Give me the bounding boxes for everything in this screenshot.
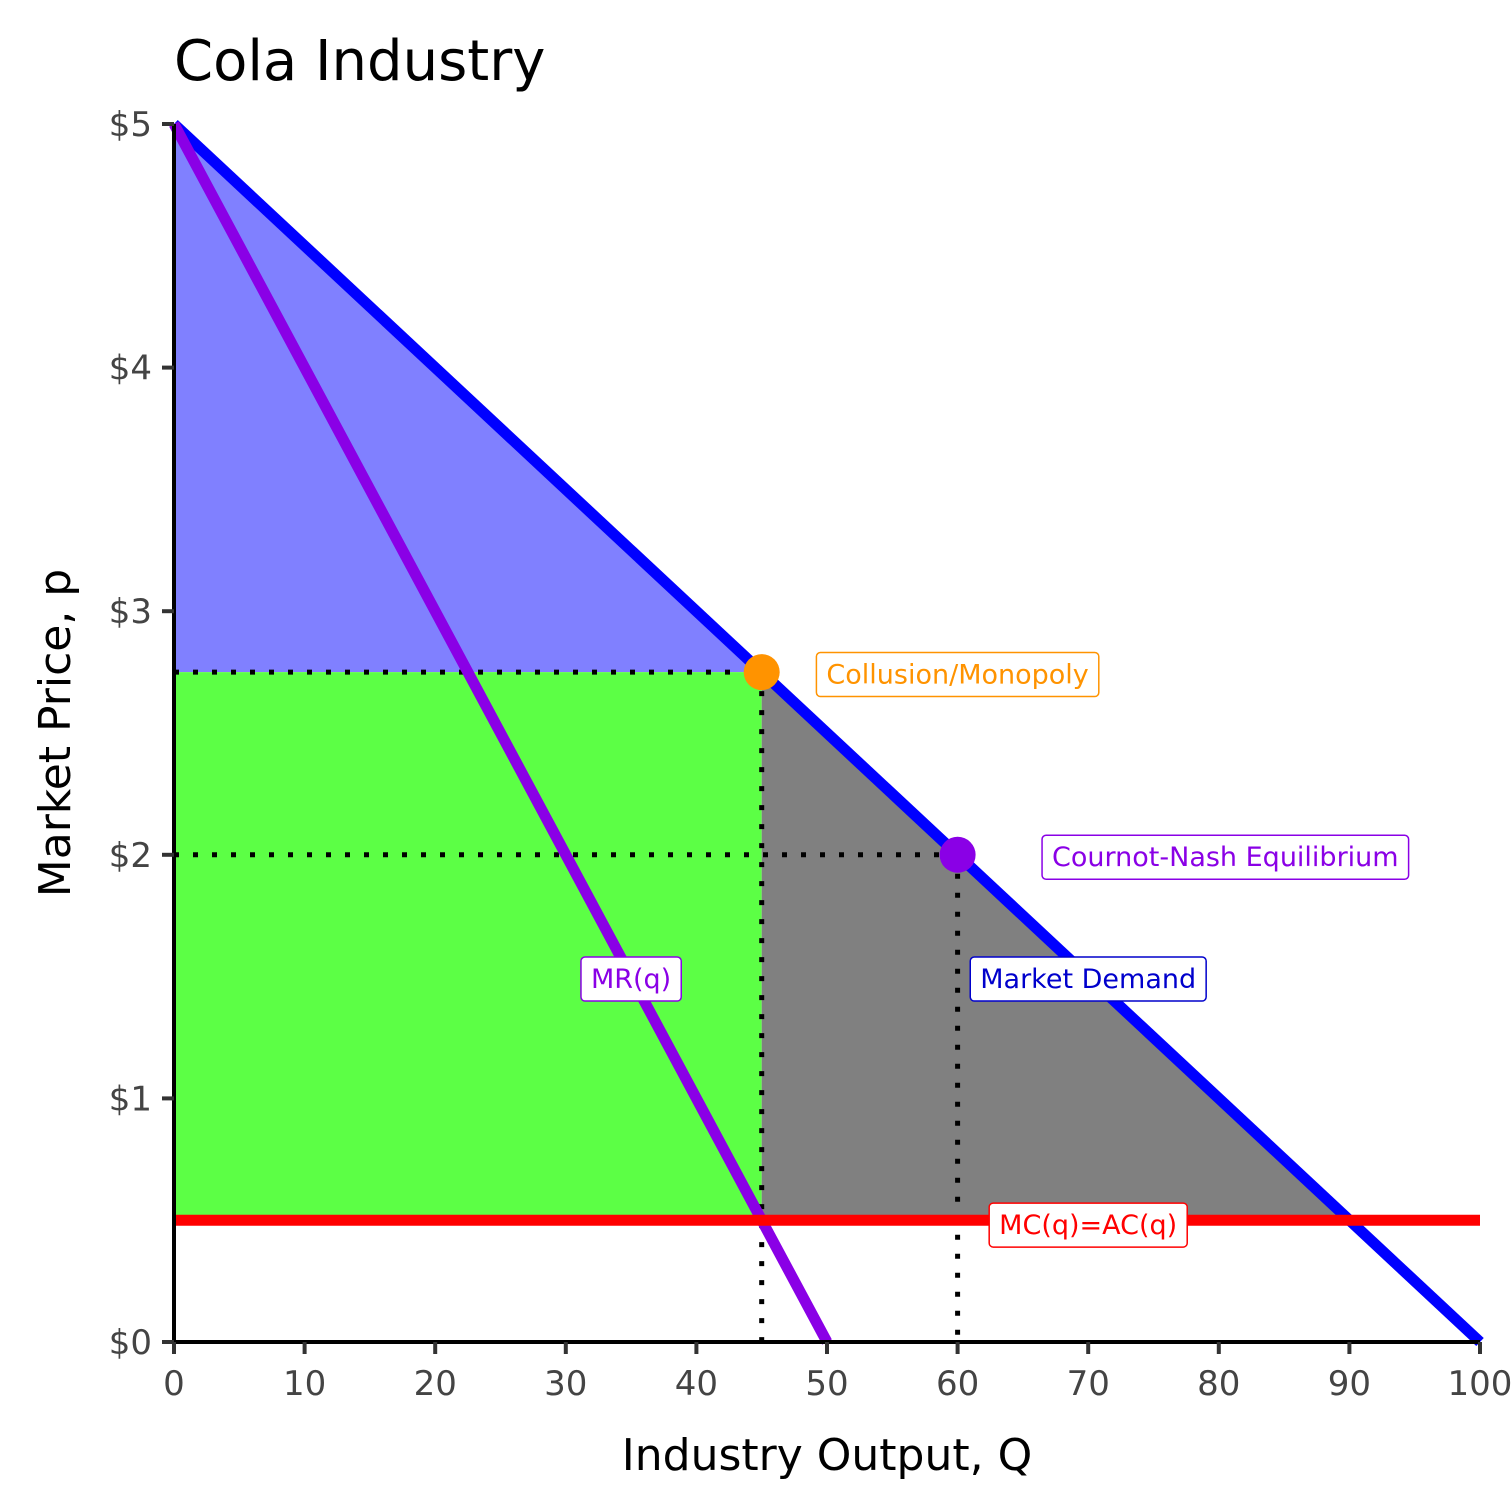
- annotation-label: Collusion/Monopoly: [815, 651, 1100, 698]
- x-tick-label: 20: [414, 1364, 457, 1404]
- x-tick-label: 0: [163, 1364, 185, 1404]
- x-tick-label: 90: [1328, 1364, 1371, 1404]
- equilibrium-points: [743, 654, 976, 873]
- x-tick-label: 100: [1448, 1364, 1512, 1404]
- annotation-label: MR(q): [580, 956, 682, 1002]
- annotation-label: MC(q)=AC(q): [988, 1202, 1188, 1248]
- demand-line: [170, 119, 1484, 1347]
- annotation-text: MC(q)=AC(q): [999, 1210, 1177, 1241]
- annotation-text: Cournot-Nash Equilibrium: [1052, 842, 1399, 873]
- mr-line: [169, 121, 832, 1345]
- collusion-point: [743, 654, 780, 691]
- annotation-label: Cournot-Nash Equilibrium: [1041, 834, 1410, 880]
- annotation-text: Market Demand: [980, 964, 1196, 995]
- x-tick-label: 40: [675, 1364, 718, 1404]
- series-lines: [169, 119, 1484, 1347]
- x-tick-label: 50: [805, 1364, 848, 1404]
- x-tick-label: 60: [936, 1364, 979, 1404]
- cournot-nash-point: [939, 836, 976, 873]
- annotation-box: [988, 1202, 1188, 1248]
- y-axis-title: Market Price, p: [30, 569, 81, 897]
- x-tick-label: 10: [283, 1364, 326, 1404]
- y-tick-label: $2: [109, 836, 152, 876]
- y-tick-label: $1: [109, 1079, 152, 1119]
- axes: 0 10 20 30 40 50 60 70 80 90 100 $0 $1 $2 $3 $4 $5: [109, 105, 1512, 1404]
- y-tick-label: $3: [109, 592, 152, 632]
- guide-lines: [174, 669, 961, 1342]
- annotation-text: MR(q): [591, 964, 671, 995]
- x-tick-label: 80: [1197, 1364, 1240, 1404]
- annotation-label: Market Demand: [969, 956, 1207, 1002]
- annotation-box: [1041, 834, 1410, 880]
- y-tick-label: $5: [109, 105, 152, 145]
- y-tick-label: $4: [109, 349, 152, 389]
- shaded-area-2: [174, 672, 762, 1221]
- x-tick-label: 30: [544, 1364, 587, 1404]
- x-tick-label: 70: [1067, 1364, 1110, 1404]
- x-axis-title: Industry Output, Q: [622, 1430, 1032, 1481]
- annotation-box: [815, 651, 1100, 698]
- chart-title: Cola Industry: [174, 29, 545, 94]
- annotation-box: [580, 956, 682, 1002]
- y-tick-label: $0: [109, 1323, 152, 1363]
- annotation-text: Collusion/Monopoly: [826, 660, 1088, 691]
- annotation-box: [969, 956, 1207, 1002]
- annotations: Collusion/Monopoly Cournot-Nash Equilibri…: [580, 651, 1410, 1248]
